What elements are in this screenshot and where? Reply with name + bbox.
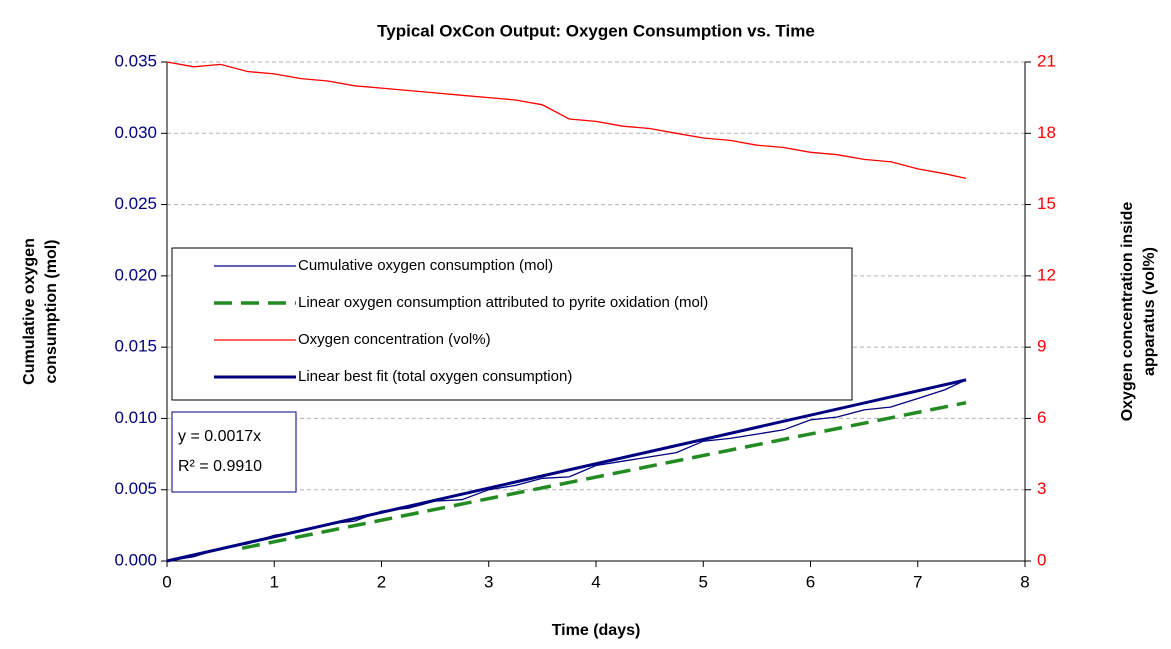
y-tick-label: 0.010 [114, 408, 157, 427]
y-tick-label: 0.020 [114, 265, 157, 284]
x-tick-label: 4 [591, 572, 600, 591]
annotation: y = 0.0017x [178, 428, 261, 445]
y-axis-label: Cumulative oxygen consumption (mol) [21, 238, 60, 385]
series-line [166, 61, 967, 180]
y-tick-label: 0.035 [114, 51, 157, 70]
annotation-box [171, 411, 297, 493]
y2-tick-label: 0 [1037, 550, 1046, 569]
x-tick-label: 7 [913, 572, 922, 591]
annotation: R² = 0.9910 [178, 458, 262, 475]
y2-axis-label: Oxygen concentration inside apparatus (vo… [1119, 202, 1158, 422]
y-tick-label: 0.015 [114, 337, 157, 356]
y2-tick-label: 18 [1037, 123, 1056, 142]
x-axis-label: Time (days) [552, 622, 641, 639]
x-tick-label: 0 [162, 572, 171, 591]
x-tick-label: 8 [1020, 572, 1029, 591]
y-tick-label: 0.025 [114, 194, 157, 213]
y-tick-label: 0.030 [114, 123, 157, 142]
y2-tick-label: 21 [1037, 51, 1056, 70]
series-line [241, 400, 967, 550]
legend-label: Linear best fit (total oxygen consumptio… [298, 368, 572, 385]
legend-label: Linear oxygen consumption attributed to … [298, 294, 708, 311]
legend-box [171, 247, 853, 401]
y2-axis-label-line: apparatus (vol%) [1141, 247, 1158, 376]
x-tick-label: 5 [699, 572, 708, 591]
legend-label: Oxygen concentration (vol%) [298, 331, 491, 348]
x-tick-label: 2 [377, 572, 386, 591]
chart-title: Typical OxCon Output: Oxygen Consumption… [377, 21, 815, 40]
y2-axis-label-line: Oxygen concentration inside [1119, 202, 1136, 422]
y2-tick-label: 15 [1037, 194, 1056, 213]
x-tick-label: 6 [806, 572, 815, 591]
y-axis-label-line: Cumulative oxygen [21, 238, 38, 385]
y2-tick-label: 12 [1037, 265, 1056, 284]
y-tick-label: 0.000 [114, 550, 157, 569]
y2-tick-label: 9 [1037, 337, 1046, 356]
y2-tick-label: 6 [1037, 408, 1046, 427]
y-tick-label: 0.005 [114, 479, 157, 498]
y2-tick-label: 3 [1037, 479, 1046, 498]
y-axis-label-line: consumption (mol) [43, 240, 60, 384]
series-line [166, 378, 967, 563]
x-tick-label: 1 [270, 572, 279, 591]
x-tick-label: 3 [484, 572, 493, 591]
legend-label: Cumulative oxygen consumption (mol) [298, 257, 553, 274]
